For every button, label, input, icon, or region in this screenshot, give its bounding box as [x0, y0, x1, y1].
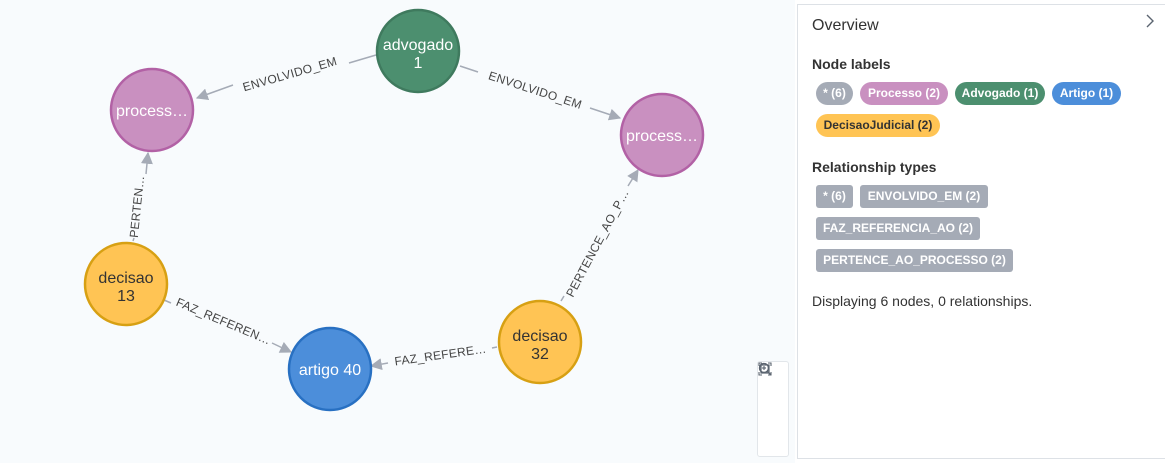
- relationship-envolvido-em-1[interactable]: ENVOLVIDO_EM: [195, 54, 377, 100]
- node-artigo-40[interactable]: artigo 40: [287, 326, 373, 412]
- node-label-pill-all[interactable]: * (6): [816, 82, 853, 105]
- relationship-pertence-1[interactable]: PERTEN…: [127, 151, 153, 242]
- node-labels-title: Node labels: [812, 56, 891, 72]
- relationship-label: ENVOLVIDO_EM: [487, 68, 584, 111]
- collapse-panel-button[interactable]: [1141, 11, 1159, 31]
- relationship-envolvido-em-2[interactable]: ENVOLVIDO_EM: [459, 65, 622, 121]
- relationship-faz-referencia-1[interactable]: FAZ_REFEREN…: [163, 295, 293, 353]
- node-caption: decisao: [98, 270, 153, 287]
- fit-to-screen-icon: [758, 362, 772, 376]
- panel-title: Overview: [812, 17, 879, 34]
- relationship-type-tag-pertence-ao-processo[interactable]: PERTENCE_AO_PROCESSO (2): [816, 249, 1013, 272]
- node-label-pill-processo[interactable]: Processo (2): [860, 82, 948, 105]
- node-caption-sub: 1: [414, 55, 423, 72]
- relationship-type-tag-envolvido-em[interactable]: ENVOLVIDO_EM (2): [860, 185, 988, 208]
- node-processo-a[interactable]: process…: [109, 67, 195, 153]
- node-advogado-1[interactable]: advogado 1: [375, 8, 461, 94]
- relationship-label: FAZ_REFERE…: [394, 342, 488, 369]
- node-decisao-13[interactable]: decisao 13: [83, 241, 169, 327]
- relationship-faz-referencia-2[interactable]: FAZ_REFERE…: [369, 342, 498, 371]
- relationship-label: PERTENCE_AO_P…: [563, 187, 632, 300]
- node-caption: advogado: [383, 37, 453, 54]
- relationship-label: PERTEN…: [127, 175, 147, 239]
- status-text: Displaying 6 nodes, 0 relationships.: [812, 293, 1033, 309]
- node-caption: artigo 40: [299, 362, 361, 379]
- zoom-out-button[interactable]: [758, 362, 788, 424]
- node-label-pill-artigo[interactable]: Artigo (1): [1052, 82, 1121, 105]
- fit-to-screen-button[interactable]: [758, 362, 788, 455]
- node-caption: process…: [626, 128, 698, 145]
- node-caption-sub: 32: [531, 346, 549, 363]
- node-decisao-32[interactable]: decisao 32: [497, 299, 583, 385]
- node-caption-sub: 13: [117, 288, 135, 305]
- node-caption: decisao: [512, 328, 567, 345]
- node-processo-b[interactable]: process…: [619, 92, 705, 178]
- relationship-type-tag-all[interactable]: * (6): [816, 185, 853, 208]
- overview-panel: Overview Node labels * (6) Processo (2) …: [797, 4, 1165, 459]
- relationship-label: FAZ_REFEREN…: [174, 295, 273, 348]
- relationship-label: ENVOLVIDO_EM: [241, 54, 338, 94]
- node-label-pill-decisaojudicial[interactable]: DecisaoJudicial (2): [816, 114, 940, 137]
- graph-svg[interactable]: ENVOLVIDO_EM ENVOLVIDO_EM PERTEN… PERTEN…: [0, 0, 795, 463]
- node-caption: process…: [116, 103, 188, 120]
- graph-canvas[interactable]: ENVOLVIDO_EM ENVOLVIDO_EM PERTEN… PERTEN…: [0, 0, 795, 463]
- node-label-pill-advogado[interactable]: Advogado (1): [955, 82, 1045, 105]
- relationship-pertence-2[interactable]: PERTENCE_AO_P…: [560, 168, 639, 302]
- chevron-right-icon: [1146, 14, 1154, 28]
- relationship-types-title: Relationship types: [812, 159, 937, 175]
- relationship-type-tag-faz-referencia-ao[interactable]: FAZ_REFERENCIA_AO (2): [816, 217, 980, 240]
- zoom-controls: [757, 361, 789, 457]
